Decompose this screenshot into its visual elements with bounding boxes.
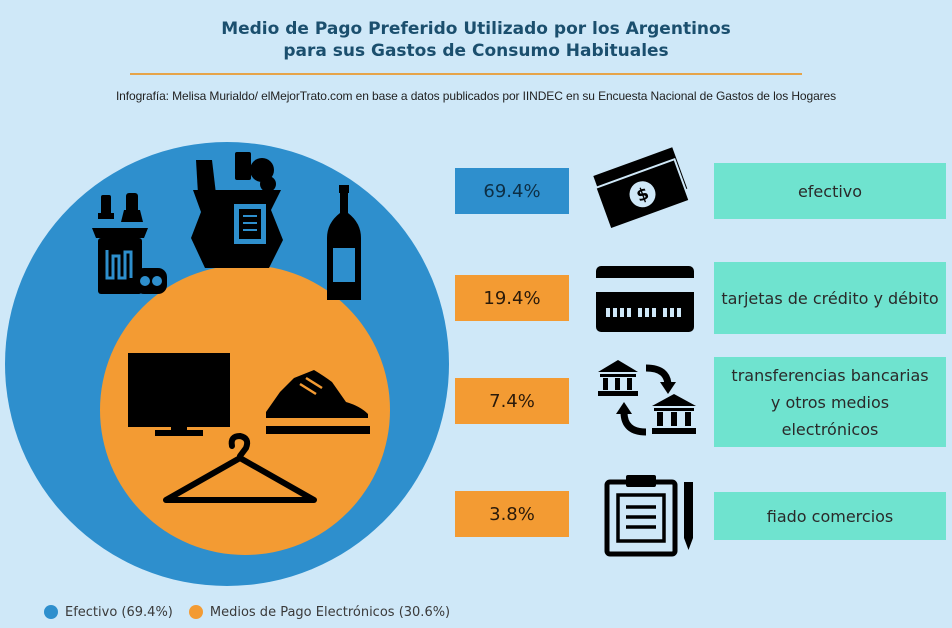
label-efectivo: efectivo <box>714 163 946 219</box>
legend-item-electronicos: Medios de Pago Electrónicos (30.6%) <box>188 604 451 620</box>
label-tarjetas: tarjetas de crédito y débito <box>714 262 946 334</box>
legend-dot-electronicos <box>188 605 203 619</box>
cash-icon: $ <box>593 147 691 231</box>
legend-item-efectivo: Efectivo (69.4%) <box>44 605 173 620</box>
clipboard-icon <box>604 475 693 557</box>
bank-transfer-icon <box>598 360 696 436</box>
hanger-icon <box>163 433 317 503</box>
title-divider <box>130 73 802 75</box>
pie-chart <box>5 142 449 586</box>
label-fiado: fiado comercios <box>714 492 946 540</box>
label-transferencias: transferencias bancarias y otros medios … <box>714 357 946 447</box>
chart-legend: Efectivo (69.4%) Medios de Pago Electrón… <box>44 602 466 622</box>
grocery-bag-icon <box>191 152 283 268</box>
credit-card-icon <box>596 266 694 332</box>
percent-transferencias: 7.4% <box>455 378 569 424</box>
legend-label-electronicos: Medios de Pago Electrónicos (30.6%) <box>209 604 451 620</box>
legend-dot-efectivo <box>44 605 58 619</box>
tv-icon <box>128 353 230 436</box>
pie-slice-electronicos <box>100 265 390 555</box>
cleaning-supplies-icon <box>92 193 167 294</box>
percent-efectivo: 69.4% <box>455 168 569 214</box>
title-line-2: para sus Gastos de Consumo Habituales <box>283 41 669 61</box>
sneaker-icon <box>266 370 370 434</box>
chart-title: Medio de Pago Preferido Utilizado por lo… <box>0 18 952 62</box>
percent-fiado: 3.8% <box>455 491 569 537</box>
title-line-1: Medio de Pago Preferido Utilizado por lo… <box>221 19 731 39</box>
wine-bottle-icon <box>327 185 361 300</box>
credit-line: Infografía: Melisa Murialdo/ elMejorTrat… <box>115 89 837 103</box>
percent-tarjetas: 19.4% <box>455 275 569 321</box>
legend-label-efectivo: Efectivo (69.4%) <box>65 604 173 620</box>
